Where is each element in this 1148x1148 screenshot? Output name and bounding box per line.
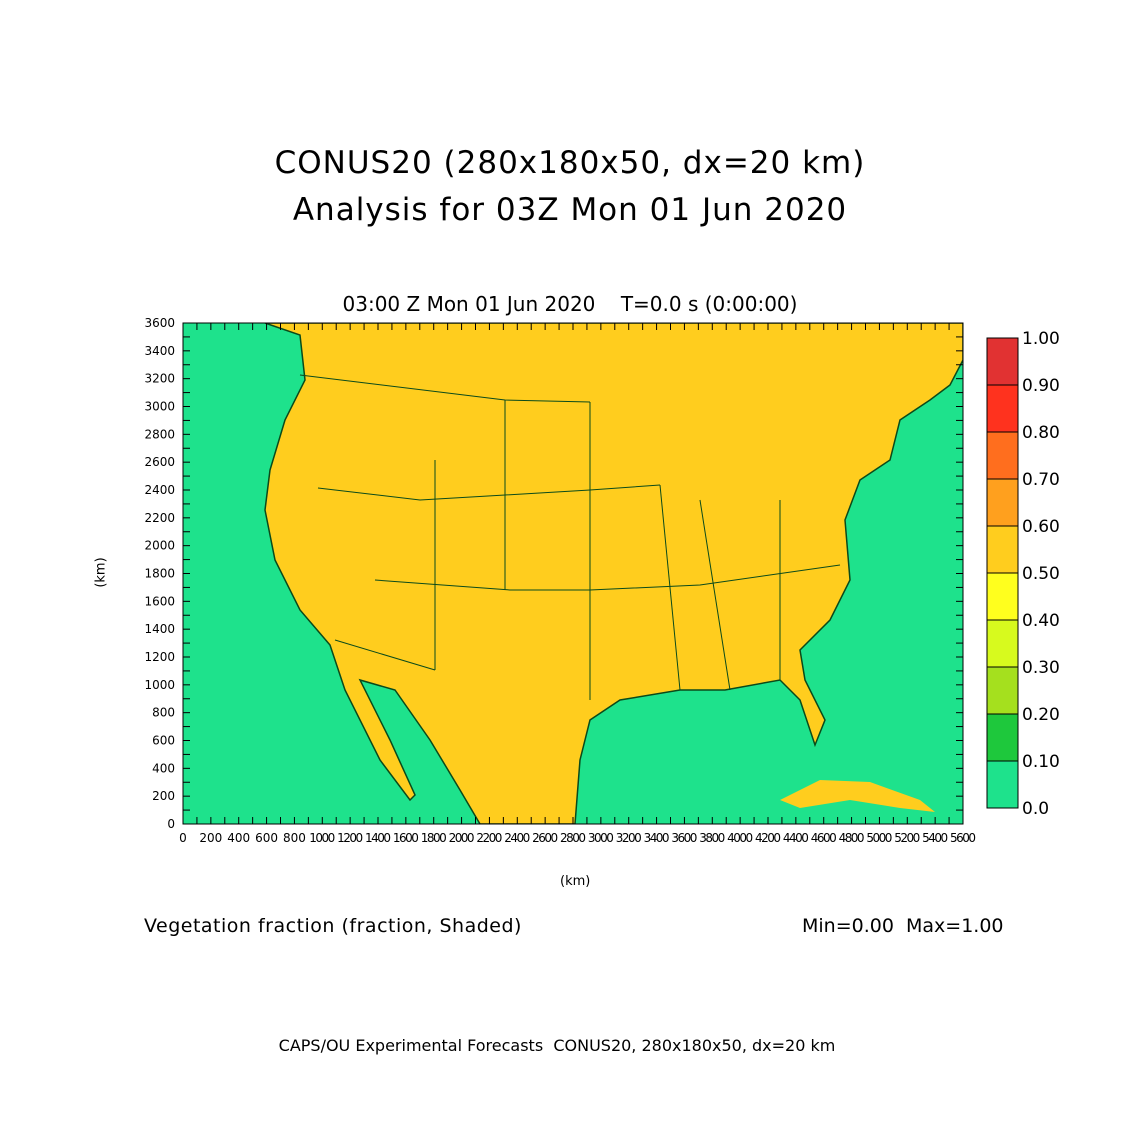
x-tick-label: 3800	[699, 831, 725, 845]
y-tick-label: 1600	[144, 594, 175, 608]
colorbar-swatch	[986, 525, 1019, 574]
colorbar-swatch	[986, 431, 1019, 480]
plot-subtitle: 03:00 Z Mon 01 Jun 2020 T=0.0 s (0:00:00…	[342, 292, 798, 316]
colorbar-label: 1.00	[1022, 329, 1060, 349]
x-tick-label: 5400	[922, 831, 948, 845]
credits-label: CAPS/OU Experimental Forecasts CONUS20, …	[278, 1036, 836, 1055]
x-tick-label: 3600	[671, 831, 697, 845]
min-max-label: Min=0.00 Max=1.00	[802, 915, 1004, 937]
y-tick-label: 600	[152, 734, 175, 748]
y-tick-label: 3200	[144, 372, 175, 386]
y-tick-label: 3400	[144, 344, 175, 358]
y-tick-label: 400	[152, 761, 175, 775]
y-tick-label: 200	[152, 789, 175, 803]
y-tick-label: 0	[167, 817, 175, 831]
colorbar-swatch	[986, 666, 1019, 715]
x-tick-label: 0	[179, 831, 187, 845]
x-tick-label: 4000	[727, 831, 753, 845]
y-tick-label: 2000	[144, 539, 175, 553]
colorbar-label: 0.10	[1022, 752, 1060, 772]
x-tick-label: 5200	[894, 831, 920, 845]
x-tick-label: 200	[199, 831, 222, 845]
x-tick-label: 5000	[866, 831, 892, 845]
y-tick-label: 1400	[144, 622, 175, 636]
colorbar-label: 0.20	[1022, 705, 1060, 725]
x-tick-label: 1400	[365, 831, 391, 845]
x-tick-label: 3200	[616, 831, 642, 845]
y-tick-label: 1200	[144, 650, 175, 664]
x-axis: 0 200 400 600 800 1000 1200 1400 1600 1800 2000 220…	[179, 323, 976, 845]
x-tick-label: 2000	[449, 831, 475, 845]
y-tick-label: 1000	[144, 678, 175, 692]
x-tick-label: 1800	[421, 831, 447, 845]
colorbar-swatch	[986, 337, 1019, 386]
y-tick-label: 2600	[144, 455, 175, 469]
y-tick-label: 2800	[144, 427, 175, 441]
colorbar-label: 0.30	[1022, 658, 1060, 678]
x-tick-label: 3000	[588, 831, 614, 845]
x-tick-label: 2800	[560, 831, 586, 845]
y-tick-label: 3600	[144, 316, 175, 330]
colorbar-swatch	[986, 478, 1019, 527]
colorbar-label: 0.40	[1022, 611, 1060, 631]
y-axis: 0 200 400 600 800 1000 1200 1400 1600 1800 2000 220…	[144, 316, 963, 831]
x-tick-label: 4800	[839, 831, 865, 845]
colorbar-swatch	[986, 384, 1019, 433]
colorbar: 0.0 0.10 0.20 0.30 0.40 0.50 0.60 0.70 0.80 0.90 1…	[986, 329, 1060, 819]
y-tick-label: 3000	[144, 400, 175, 414]
title-line-1: CONUS20 (280x180x50, dx=20 km)	[274, 145, 866, 181]
y-tick-label: 800	[152, 706, 175, 720]
title-line-2: Analysis for 03Z Mon 01 Jun 2020	[292, 192, 848, 228]
colorbar-swatch	[986, 572, 1019, 621]
colorbar-label: 0.50	[1022, 564, 1060, 584]
colorbar-label: 0.0	[1022, 799, 1049, 819]
x-tick-label: 5600	[950, 831, 976, 845]
x-tick-label: 2600	[532, 831, 558, 845]
colorbar-label: 0.80	[1022, 423, 1060, 443]
colorbar-swatch	[986, 713, 1019, 762]
colorbar-label: 0.60	[1022, 517, 1060, 537]
y-tick-label: 2200	[144, 511, 175, 525]
colorbar-swatch	[986, 619, 1019, 668]
x-tick-label: 2200	[476, 831, 502, 845]
x-tick-label: 400	[227, 831, 250, 845]
x-tick-label: 600	[255, 831, 278, 845]
state-boundaries	[299, 374, 841, 700]
cuba-island	[780, 780, 935, 812]
colorbar-label: 0.70	[1022, 470, 1060, 490]
x-tick-label: 4200	[755, 831, 781, 845]
colorbar-swatch	[986, 760, 1019, 809]
x-tick-label: 1200	[337, 831, 363, 845]
x-axis-label: (km)	[560, 874, 591, 889]
x-tick-label: 4600	[811, 831, 837, 845]
x-tick-label: 2400	[504, 831, 530, 845]
x-tick-label: 4400	[783, 831, 809, 845]
colorbar-label: 0.90	[1022, 376, 1060, 396]
variable-label: Vegetation fraction (fraction, Shaded)	[144, 915, 522, 937]
y-tick-label: 2400	[144, 483, 175, 497]
x-tick-label: 800	[283, 831, 306, 845]
y-tick-label: 1800	[144, 567, 175, 581]
x-tick-label: 1000	[309, 831, 335, 845]
x-tick-label: 1600	[393, 831, 419, 845]
x-tick-label: 3400	[644, 831, 670, 845]
